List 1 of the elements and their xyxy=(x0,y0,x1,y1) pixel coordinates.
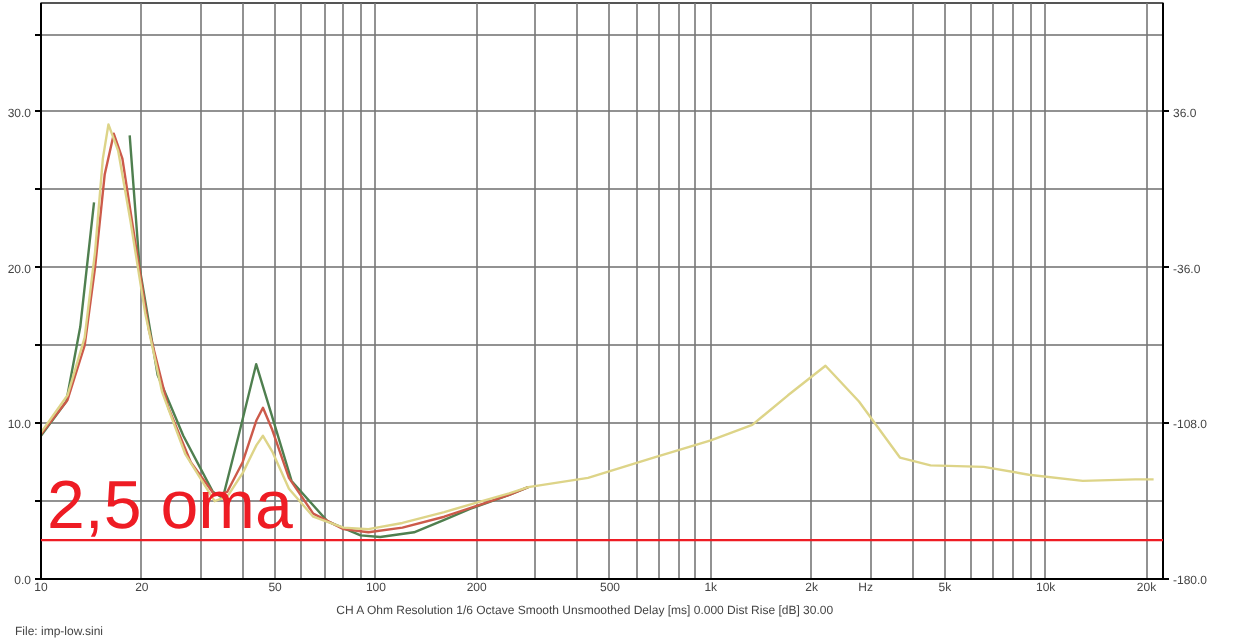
ref-line-label: 2,5 oma xyxy=(47,468,293,545)
